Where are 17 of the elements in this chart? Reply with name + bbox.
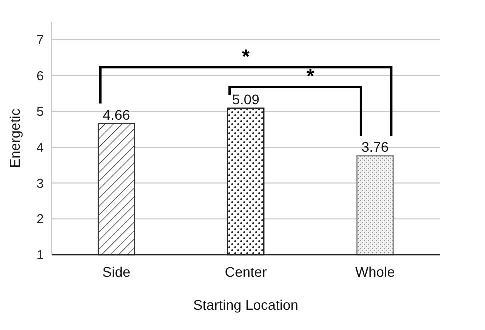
y-axis-title: Energetic	[7, 108, 23, 168]
x-tick-label: Whole	[355, 264, 396, 280]
y-tick-label: 5	[36, 104, 44, 120]
x-axis-title: Starting Location	[193, 297, 299, 313]
y-tick-label: 1	[36, 248, 44, 263]
y-tick-label: 4	[36, 140, 44, 156]
data-label: 5.09	[232, 91, 260, 108]
x-tick-label: Side	[102, 264, 131, 280]
x-tick-label: Center	[224, 264, 268, 280]
data-label: 3.76	[362, 139, 390, 156]
y-tick-label: 7	[36, 32, 44, 48]
y-tick-label: 2	[36, 212, 44, 227]
annotation: *	[242, 46, 250, 68]
y-tick-label: 6	[36, 68, 44, 84]
data-label: 4.66	[103, 106, 131, 123]
annotation: *	[306, 66, 315, 88]
y-tick-label: 3	[36, 176, 44, 191]
